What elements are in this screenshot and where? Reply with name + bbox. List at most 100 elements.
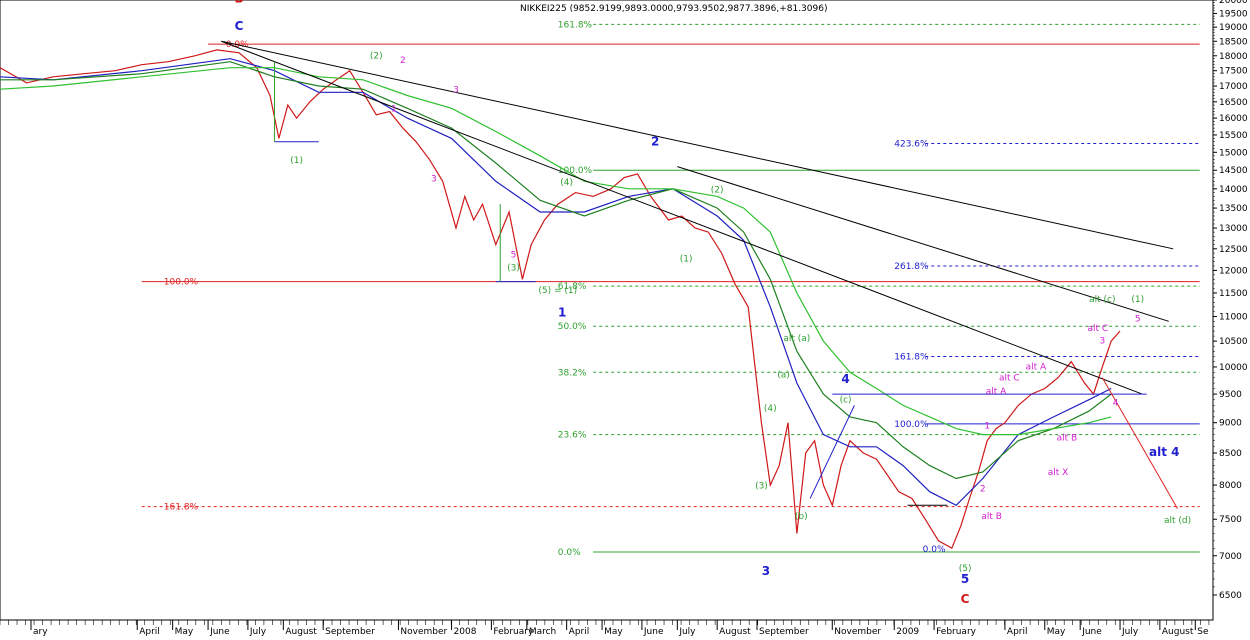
series-ma-short xyxy=(0,58,1112,507)
wave-label: alt B xyxy=(1057,434,1078,444)
y-tick-label: 6500 xyxy=(1219,591,1242,601)
y-tick-label: 11000 xyxy=(1219,312,1248,322)
x-tick-label: June xyxy=(209,627,230,636)
x-tick-label: August xyxy=(285,627,317,636)
wave-label: alt 4 xyxy=(1149,445,1179,459)
series-ma-medium xyxy=(0,61,1112,480)
x-tick-label: July xyxy=(678,627,696,636)
y-tick-label: 20000 xyxy=(1219,0,1248,6)
y-tick-label: 12500 xyxy=(1219,245,1248,255)
y-tick-label: 17500 xyxy=(1219,67,1248,77)
wave-label: (b) xyxy=(795,512,808,522)
wave-label: alt X xyxy=(1048,468,1069,478)
wave-label: alt B xyxy=(981,512,1002,522)
fib-level-label: 100.0% xyxy=(894,420,929,430)
wave-label: alt A xyxy=(1026,363,1047,373)
trendline xyxy=(677,166,1169,322)
x-tick-label: 2008 xyxy=(454,627,477,636)
fib-level-label: 38.2% xyxy=(558,368,587,378)
wave-label: (5) = (1) xyxy=(538,286,577,296)
wave-label: (2) xyxy=(711,186,724,196)
wave-label: alt C xyxy=(999,373,1020,383)
wave-label: alt (a) xyxy=(783,334,810,344)
chart-title: NIKKEI225 (9852.9199,9893.0000,9793.9502… xyxy=(520,4,827,14)
x-tick-label: Se xyxy=(1197,627,1209,636)
wave-label: (4) xyxy=(764,404,777,414)
x-tick-label: ary xyxy=(33,627,48,636)
wave-label: alt (d) xyxy=(1164,516,1191,526)
wave-label: (4) xyxy=(560,178,573,188)
y-tick-label: 7500 xyxy=(1219,515,1242,525)
x-tick-label: September xyxy=(325,627,375,636)
wave-label: 2 xyxy=(651,134,659,148)
wave-label: C xyxy=(235,19,244,33)
wave-label: (5) xyxy=(959,564,972,574)
wave-label: alt (c) xyxy=(1089,295,1115,305)
x-tick-label: June xyxy=(1081,627,1102,636)
wave-label: (2) xyxy=(370,52,383,62)
wave-label: (3) xyxy=(507,263,520,273)
y-tick-label: 16500 xyxy=(1219,98,1248,108)
x-tick-label: April xyxy=(1007,627,1028,636)
x-tick-label: September xyxy=(759,627,809,636)
wave-label: (3) xyxy=(755,481,768,491)
series-price xyxy=(0,49,1121,550)
x-tick-label: May xyxy=(604,627,623,636)
x-tick-label: June xyxy=(643,627,664,636)
wave-label: 4 xyxy=(1113,398,1119,408)
y-tick-label: 14000 xyxy=(1219,185,1248,195)
x-tick-label: March xyxy=(529,627,556,636)
x-tick-label: April xyxy=(139,627,160,636)
series-ma-long xyxy=(0,67,1112,436)
wave-label: 1 xyxy=(984,422,990,432)
fib-level-label: 261.8% xyxy=(894,262,929,272)
wave-label: alt C xyxy=(1088,324,1109,334)
wave-label: 5 xyxy=(961,572,969,586)
wave-label: 4 xyxy=(841,372,849,386)
y-tick-label: 18000 xyxy=(1219,52,1248,62)
fib-level-label: 100.0% xyxy=(164,278,199,288)
wave-label: 2 xyxy=(980,485,986,495)
x-tick-label: February xyxy=(493,627,534,636)
y-tick-label: 10500 xyxy=(1219,337,1248,347)
wave-label: C xyxy=(961,592,970,606)
x-tick-label: November xyxy=(834,627,881,636)
y-tick-label: 17000 xyxy=(1219,82,1248,92)
wave-label: 3 xyxy=(431,174,437,184)
y-tick-label: 7000 xyxy=(1219,552,1242,562)
y-tick-label: 15500 xyxy=(1219,131,1248,141)
x-tick-label: 2009 xyxy=(896,627,919,636)
y-tick-label: 9500 xyxy=(1219,390,1242,400)
trendline xyxy=(809,405,855,499)
fib-level-label: 23.6% xyxy=(558,431,587,441)
wave-label: (1) xyxy=(1131,295,1144,305)
fib-level-label: 100.0% xyxy=(558,166,593,176)
wave-label: alt A xyxy=(986,387,1007,397)
y-tick-label: 12000 xyxy=(1219,266,1248,276)
wave-label: 0.0% xyxy=(923,545,946,555)
y-tick-label: 9000 xyxy=(1219,419,1242,429)
y-tick-label: 14500 xyxy=(1219,166,1248,176)
wave-label: 1 xyxy=(558,305,566,319)
wave-label: (a) xyxy=(777,371,790,381)
x-tick-label: July xyxy=(1121,627,1139,636)
y-tick-label: 8500 xyxy=(1219,449,1242,459)
wave-label: 3 xyxy=(762,564,770,578)
y-tick-label: 16000 xyxy=(1219,114,1248,124)
wave-label: (c) xyxy=(840,396,852,406)
y-tick-label: 10000 xyxy=(1219,363,1248,373)
x-tick-label: August xyxy=(1162,627,1194,636)
x-tick-label: February xyxy=(936,627,977,636)
wave-label: (1) xyxy=(680,255,693,265)
x-tick-label: April xyxy=(569,627,590,636)
wave-label: (1) xyxy=(290,156,303,166)
y-tick-label: 18500 xyxy=(1219,37,1248,47)
y-tick-label: 13000 xyxy=(1219,224,1248,234)
wave-label: 5 xyxy=(1135,314,1141,324)
fib-level-label: 161.8% xyxy=(558,20,593,30)
plot-frame xyxy=(0,0,1214,621)
wave-label: 3 xyxy=(453,85,459,95)
fib-level-label: 423.6% xyxy=(894,140,929,150)
fib-level-label: 50.0% xyxy=(558,322,587,332)
